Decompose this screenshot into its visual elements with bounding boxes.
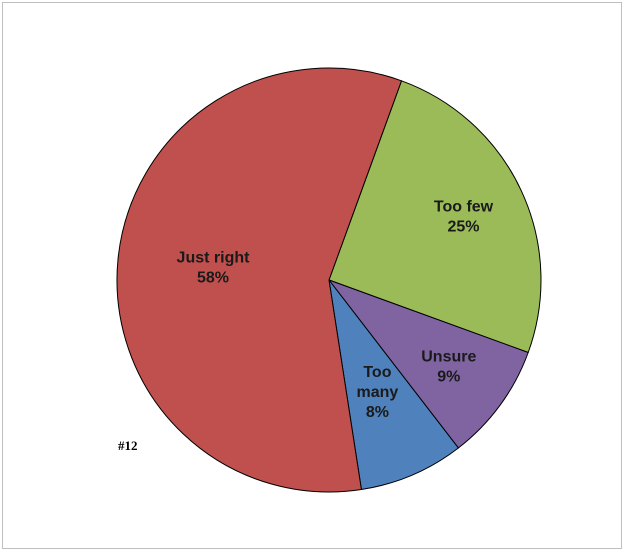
- pie-labels: Too few 25% Unsure 9% Too many 8% Just right 58%: [177, 199, 494, 422]
- pie-slice-unsure: [328, 279, 529, 449]
- pie-slice-too-many: [328, 279, 459, 490]
- slice-label-too-few: Too few 25%: [434, 199, 494, 236]
- slice-label-too-many: Too many 8%: [357, 364, 399, 421]
- chart-note: #12: [118, 438, 138, 453]
- pie-slice-too-few: [328, 80, 542, 354]
- pie-slice-just-right: [116, 67, 403, 493]
- slice-label-unsure: Unsure 9%: [421, 349, 476, 386]
- pie-slices: [116, 67, 542, 493]
- slice-label-just-right: Just right 58%: [177, 250, 251, 287]
